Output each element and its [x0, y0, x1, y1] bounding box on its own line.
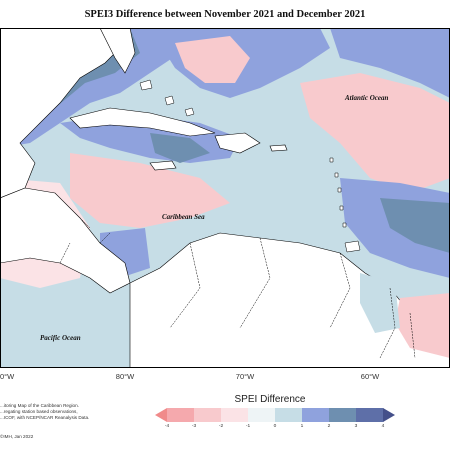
anomaly-blue-atlantic-east	[330, 28, 450, 98]
lon-label-80w: 80°W	[115, 372, 135, 381]
credit-text: ©IMH, Jan 2022	[0, 434, 34, 439]
land-bahamas	[139, 79, 195, 117]
land-cuba	[69, 107, 216, 137]
anomaly-slate-southeast	[380, 198, 450, 253]
footer-note-line: ...itoring Map of the Caribbean Region.	[0, 403, 79, 408]
legend-colorbar	[155, 408, 395, 422]
land-south-america	[129, 232, 450, 368]
legend-swatch	[194, 408, 222, 422]
legend-tick-label: -1	[245, 424, 251, 429]
legend-tick-label: -2	[218, 424, 224, 429]
anomaly-pink-caribbean	[70, 153, 230, 228]
legend-swatch	[167, 408, 195, 422]
lon-label-70w: 70°W	[235, 372, 255, 381]
legend-tick-label: 1	[300, 424, 304, 429]
legend-tick-label: 3	[354, 424, 358, 429]
land-puerto-rico	[269, 144, 288, 152]
land-jamaica	[149, 160, 177, 171]
lon-label-60w: 60°W	[360, 372, 380, 381]
footer-note-line: ...ICOF, with NCEP/NCAR Reanalysis Data.	[0, 415, 90, 421]
legend-title: SPEI Difference	[234, 394, 306, 405]
footer-notes: ...itoring Map of the Caribbean Region. …	[0, 403, 150, 422]
pacific-ocean-label: Pacific Ocean	[40, 334, 81, 342]
legend-tick-label: 4	[381, 424, 385, 429]
legend-swatch	[356, 408, 384, 422]
legend-swatch	[302, 408, 330, 422]
legend-swatch	[275, 408, 303, 422]
legend-tick-label: -4	[164, 424, 170, 429]
caribbean-sea-label: Caribbean Sea	[162, 213, 205, 221]
footer-note-line: ...regating station based observations,	[0, 409, 78, 415]
anomaly-slate-central	[150, 133, 210, 163]
land-trinidad	[344, 240, 361, 253]
anomaly-pink-guianas	[395, 293, 450, 358]
anomaly-pink-atlantic	[300, 73, 450, 193]
lon-label-90w: 90°W	[0, 372, 15, 381]
legend-arrow-high	[383, 408, 395, 422]
legend-tick-label: 0	[273, 424, 277, 429]
land-hispaniola	[214, 132, 261, 154]
legend-swatch	[248, 408, 276, 422]
legend-tick-label: 2	[327, 424, 331, 429]
map-title: SPEI3 Difference between November 2021 a…	[84, 9, 366, 20]
legend-swatch	[329, 408, 357, 422]
atlantic-ocean-label: Atlantic Ocean	[345, 94, 389, 102]
legend-swatch	[221, 408, 249, 422]
anomaly-pink-north	[175, 36, 250, 83]
land-florida	[99, 28, 136, 74]
land-lesser-antilles	[329, 157, 347, 228]
legend-arrow-low	[155, 408, 167, 422]
spei-difference-map	[0, 28, 450, 368]
country-borders	[59, 217, 416, 359]
legend-tick-label: -3	[191, 424, 197, 429]
